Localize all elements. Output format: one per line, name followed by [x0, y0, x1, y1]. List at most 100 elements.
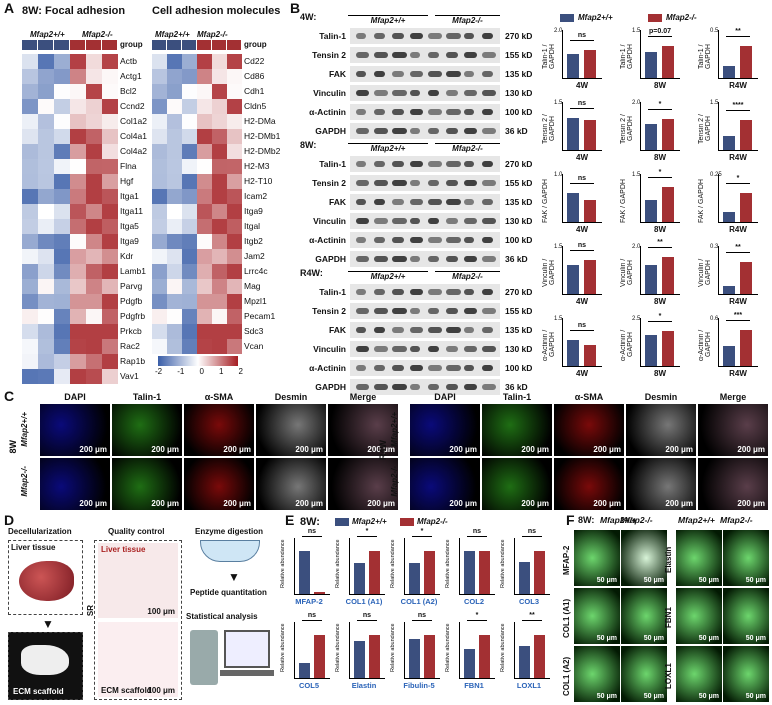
heatmap-cell [212, 114, 227, 129]
bar-ylabel: Vinculin / GAPDH [620, 258, 634, 288]
e-bar-ko [369, 550, 380, 594]
blot-band [392, 327, 404, 333]
e-sig-bracket [522, 620, 542, 621]
heatmap-cell [167, 219, 182, 234]
c-time-label: 8W [8, 440, 18, 454]
blot-band [464, 90, 477, 96]
bar-xaxis [718, 78, 758, 79]
sig-label: **** [732, 101, 744, 109]
heatmap-cell [197, 159, 212, 174]
heatmap-cell [22, 144, 38, 159]
blot-band [464, 109, 474, 115]
e-sig-bracket [357, 620, 377, 621]
c-micro-image: 200 μm [256, 404, 326, 456]
heatmap-cell [227, 264, 242, 279]
gene-label: Cldn5 [244, 101, 267, 111]
legend-wt-swatch [560, 14, 574, 22]
blot-kd-label: 130 kD [505, 88, 533, 98]
arrow-down-icon: ▼ [42, 617, 54, 631]
e-xlabel: COL2 [463, 597, 484, 606]
blot-band [464, 33, 474, 39]
bar-ymax: 1.5 [554, 316, 563, 322]
e-sig-bracket [302, 536, 322, 537]
gene-label: Parvg [120, 281, 143, 291]
f-scale-label: 50 μm [596, 577, 617, 584]
panel-c-label: C [4, 388, 15, 404]
f-row-label: COL1 (A1) [562, 598, 571, 638]
heatmap-cell [212, 99, 227, 114]
bar-ylabel: Talin-1 / GAPDH [542, 44, 556, 70]
heatmap-left-ko-label: Mfap2-/- [82, 30, 113, 39]
blot-band [428, 237, 442, 243]
blot-strip [350, 251, 500, 267]
heatmap-cell [167, 144, 182, 159]
bar-ymax: 1.5 [710, 100, 719, 106]
heatmap-cell [86, 189, 102, 204]
blot-band [374, 52, 388, 58]
bar-xaxis [562, 150, 602, 151]
c-scale-label: 200 μm [737, 499, 765, 508]
heatmap-cell [70, 84, 86, 99]
f-micro-image: 50 μm [676, 588, 722, 644]
blot-strip [350, 175, 500, 191]
heatmap-right-wt-label: Mfap2+/+ [155, 30, 190, 39]
group-cell [54, 40, 69, 50]
blot-band [374, 90, 388, 96]
heatmap-cell [227, 324, 242, 339]
c-scale-label: 200 μm [151, 445, 179, 454]
blot-protein-label: α-Actinin [309, 107, 346, 117]
blot-band [356, 71, 366, 77]
e-bar-wt [354, 563, 365, 594]
blot-protein-label: Tensin 2 [312, 178, 346, 188]
c-scale-label: 200 μm [295, 445, 323, 454]
panel-a-label: A [4, 0, 15, 16]
heatmap-cell [197, 189, 212, 204]
heatmap-cell [212, 219, 227, 234]
bar-ymax: 0.5 [710, 28, 719, 34]
e-sig-bracket [302, 620, 322, 621]
heatmap-cell [102, 84, 118, 99]
e-xlabel: LOXL1 [516, 681, 542, 690]
e-yaxis [404, 538, 405, 594]
heatmap-cell [22, 294, 38, 309]
c-micro-image: 200 μm [112, 404, 182, 456]
blot-band [410, 308, 420, 314]
bar-ymax: 1.0 [554, 172, 563, 178]
heatmap-cell [182, 324, 197, 339]
blot-band [446, 161, 461, 167]
heatmap-cell [86, 54, 102, 69]
heatmap-cell [38, 204, 54, 219]
heatmap-cell [152, 84, 167, 99]
heatmap-cell [70, 264, 86, 279]
legend-ko-label: Mfap2-/- [666, 13, 697, 22]
bar-ymax: 2.0 [632, 100, 641, 106]
heatmap-cell [102, 174, 118, 189]
heatmap-cell [54, 339, 70, 354]
heatmap-cell [54, 219, 70, 234]
c-micro-image: 200 μm [40, 404, 110, 456]
heatmap-cell [70, 294, 86, 309]
heatmap-cell [197, 249, 212, 264]
bar-xaxis [718, 294, 758, 295]
blot-band [410, 237, 423, 243]
qc-title: Quality control [108, 527, 165, 536]
heatmap-cell [167, 129, 182, 144]
f-micro-image: 50 μm [621, 646, 667, 702]
blot-band [374, 71, 385, 77]
sig-label: ** [657, 238, 663, 246]
bar-ymax: 1.5 [554, 100, 563, 106]
heatmap-cell [54, 99, 70, 114]
e-ylabel: Relative abundance [335, 623, 341, 673]
blot-band [410, 180, 420, 186]
c-col-header: Talin-1 [132, 392, 162, 402]
f-row-label: FBN1 [664, 607, 673, 629]
c-micro-image: 200 μm [328, 458, 398, 510]
bar-chart: Talin-1 / GAPDH 1.5 p=0.07 8W [618, 26, 694, 96]
heatmap-cell [182, 174, 197, 189]
c-micro-image: 200 μm [554, 404, 624, 456]
blot-kd-label: 155 kD [505, 50, 533, 60]
heatmap-cell [86, 159, 102, 174]
blot-wt-header: Mfap2+/+ [348, 271, 428, 281]
heatmap-cell [167, 279, 182, 294]
blot-band [410, 256, 420, 262]
